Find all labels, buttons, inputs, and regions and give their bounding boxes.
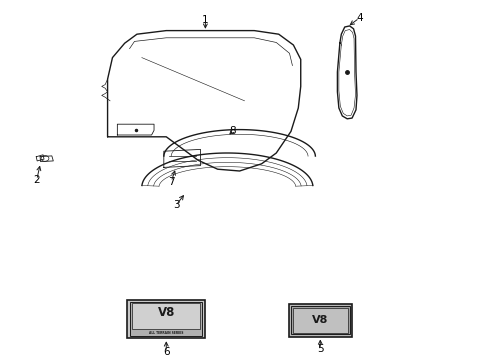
Text: 6: 6: [163, 347, 169, 357]
Text: 2: 2: [33, 175, 40, 185]
Text: V8: V8: [157, 306, 175, 319]
Bar: [288, 304, 351, 337]
Bar: [292, 308, 347, 333]
Bar: [130, 302, 202, 336]
Text: 8: 8: [228, 126, 235, 136]
Text: 5: 5: [316, 344, 323, 354]
Text: 4: 4: [355, 13, 362, 23]
Text: V8: V8: [311, 315, 328, 325]
Text: 1: 1: [202, 15, 208, 25]
Bar: [290, 306, 349, 334]
Bar: [132, 303, 200, 329]
Text: 7: 7: [167, 177, 174, 187]
Text: 3: 3: [172, 200, 179, 210]
Bar: [127, 300, 205, 338]
Text: ALL TERRAIN SERIES: ALL TERRAIN SERIES: [149, 331, 183, 336]
